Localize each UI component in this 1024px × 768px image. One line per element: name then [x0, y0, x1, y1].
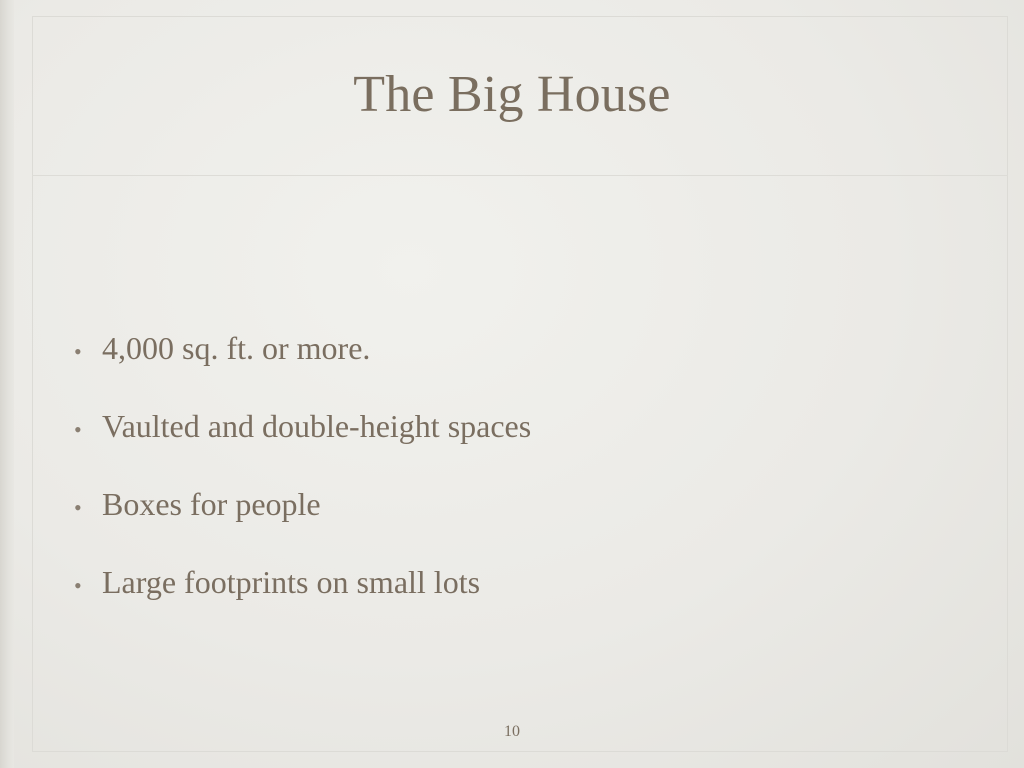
page-number: 10 — [504, 723, 520, 740]
bullet-icon: • — [74, 573, 82, 598]
bullet-icon: • — [74, 417, 82, 442]
bullet-list: • 4,000 sq. ft. or more. • Vaulted and d… — [74, 325, 531, 637]
bullet-item: • Boxes for people — [74, 481, 531, 559]
bullet-text: Vaulted and double-height spaces — [102, 408, 532, 444]
bullet-item: • 4,000 sq. ft. or more. — [74, 325, 531, 403]
slide-title: The Big House — [353, 66, 671, 123]
bullet-item: • Large footprints on small lots — [74, 559, 531, 637]
bullet-icon: • — [74, 495, 82, 520]
bullet-icon: • — [74, 339, 82, 364]
bullet-text: 4,000 sq. ft. or more. — [102, 330, 371, 366]
bullet-item: • Vaulted and double-height spaces — [74, 403, 531, 481]
bullet-text: Large footprints on small lots — [102, 564, 481, 600]
title-divider — [32, 175, 1008, 176]
slide-left-edge — [0, 0, 14, 768]
slide-frame — [32, 16, 1008, 752]
bullet-text: Boxes for people — [102, 486, 321, 522]
